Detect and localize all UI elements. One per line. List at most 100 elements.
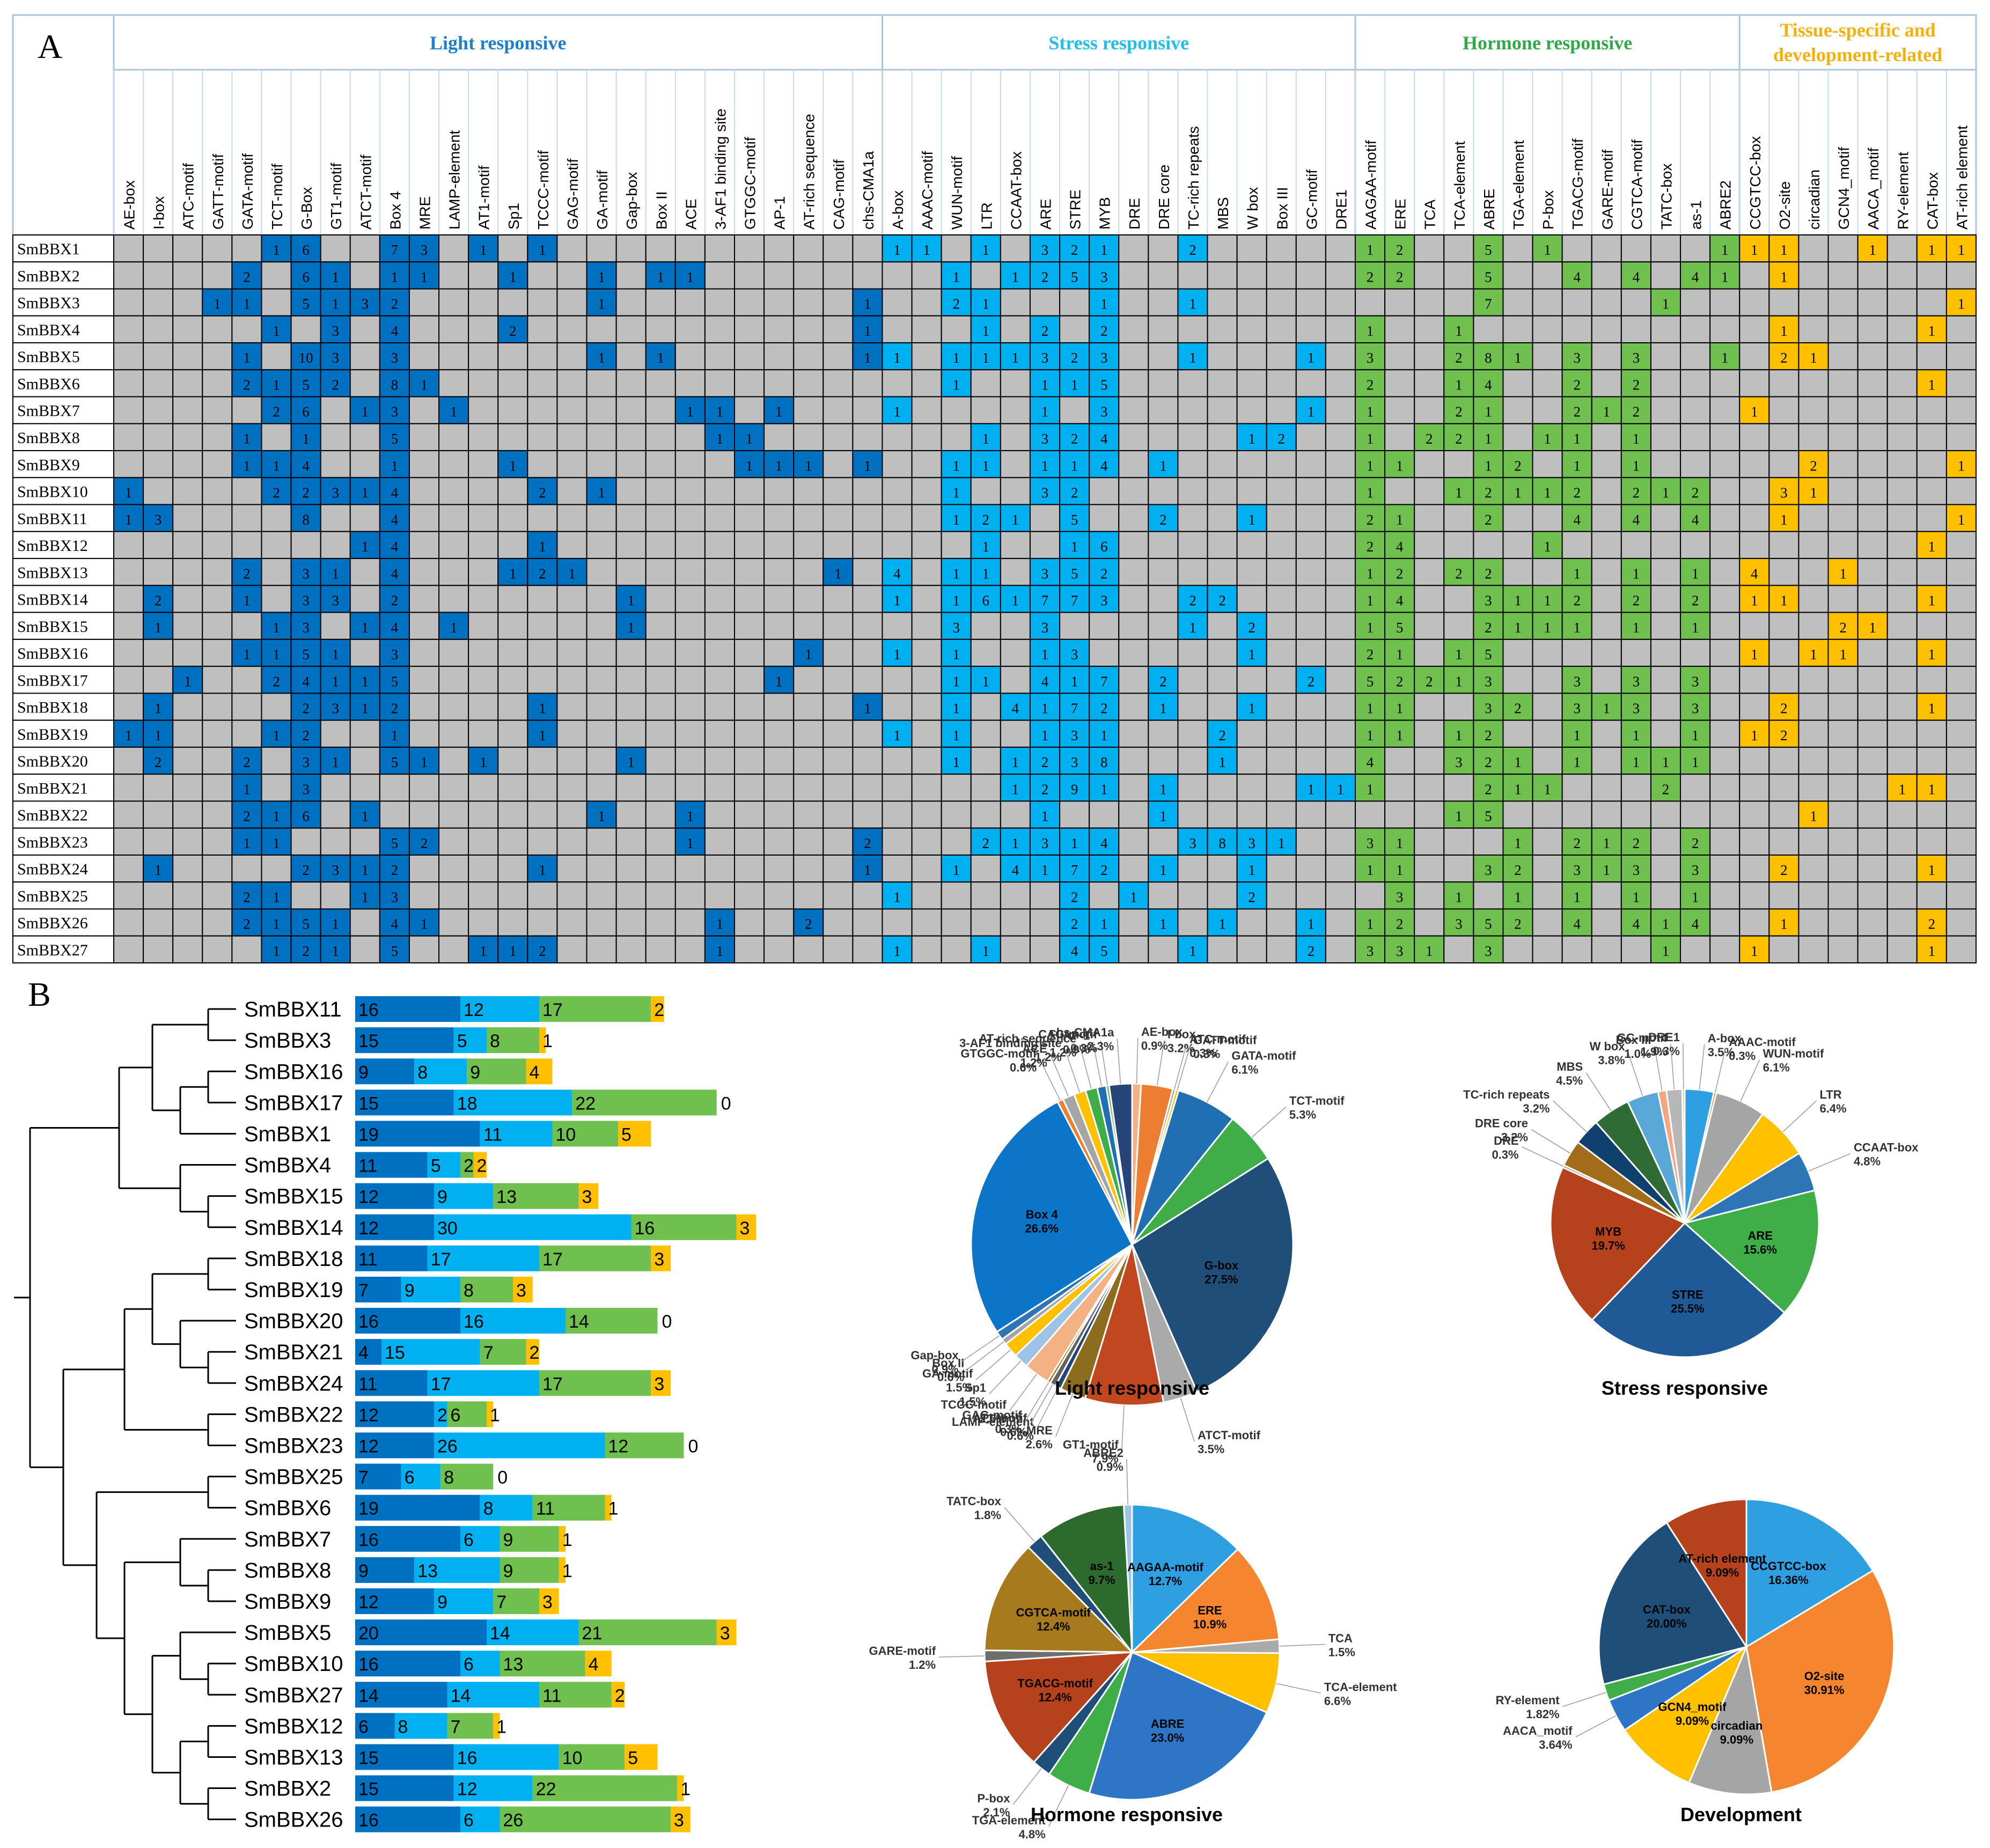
- heatmap-cell: [113, 315, 144, 344]
- heatmap-value: 2: [1633, 835, 1640, 851]
- heatmap-value: 2: [391, 593, 399, 609]
- heatmap-cell: [290, 531, 321, 559]
- heatmap-cell: [1414, 638, 1445, 667]
- heatmap-cell: [763, 719, 795, 748]
- heatmap-cell: [1473, 854, 1504, 883]
- heatmap-cell: [1857, 504, 1888, 532]
- stacked-bar-segment: [559, 1557, 566, 1583]
- heatmap-cell: [1680, 396, 1711, 424]
- heatmap-cell: [1177, 666, 1208, 694]
- heatmap-cell: [1650, 612, 1681, 640]
- stacked-bar-value: 9: [437, 1187, 447, 1208]
- heatmap-cell: [1857, 450, 1888, 478]
- heatmap-cell: [1945, 396, 1977, 424]
- heatmap-cell: [763, 288, 795, 316]
- heatmap-cell: [763, 666, 795, 694]
- heatmap-cell: [1827, 450, 1859, 478]
- heatmap-cell: [231, 396, 262, 424]
- heatmap-cell: [1768, 558, 1800, 586]
- heatmap-cell: [1473, 315, 1504, 344]
- heatmap-cell: [1945, 477, 1977, 505]
- stacked-bar-value: 11: [358, 1156, 377, 1176]
- heatmap-cell: [823, 746, 854, 775]
- heatmap-cell: [1650, 234, 1681, 263]
- heatmap-cell: [1207, 396, 1238, 424]
- pie-leader-line: [1092, 1041, 1102, 1087]
- heatmap-cell: [349, 558, 380, 586]
- heatmap-value: 1: [539, 727, 546, 743]
- heatmap-cell: [1739, 585, 1770, 613]
- stacked-bar-segment: [453, 1027, 487, 1054]
- heatmap-cell: [172, 638, 203, 667]
- heatmap-cell: [704, 638, 736, 667]
- heatmap-cell: [113, 585, 144, 613]
- heatmap-cell: [556, 854, 588, 883]
- stacked-bar-segment: [355, 1494, 480, 1521]
- heatmap-value: 2: [1071, 889, 1078, 905]
- heatmap-cell: [556, 234, 588, 263]
- heatmap-value: 1: [1396, 727, 1404, 743]
- heatmap-cell: [734, 558, 765, 586]
- heatmap-cell: [290, 854, 321, 883]
- heatmap-cell: [349, 396, 380, 424]
- gene-row-label: SmBBX19: [17, 726, 88, 743]
- stacked-bar-segment: [631, 1214, 737, 1240]
- gene-row-label-cell: [12, 288, 114, 316]
- stacked-bar-value: 26: [503, 1810, 524, 1831]
- pie-slice-label: AT1-motif: [973, 1411, 1027, 1425]
- heatmap-cell: [1798, 531, 1829, 559]
- tree-leaf-label: SmBBX5: [244, 1621, 331, 1645]
- heatmap-cell: [1561, 531, 1592, 559]
- heatmap-cell: [1798, 881, 1829, 910]
- heatmap-cell: [1295, 827, 1326, 856]
- pie-leader-line: [1009, 1374, 1037, 1411]
- heatmap-cell: [379, 504, 410, 532]
- heatmap-cell: [1148, 746, 1179, 775]
- heatmap-cell: [1945, 423, 1977, 452]
- stacked-bar-value: 6: [464, 1654, 474, 1675]
- pie-slice-value: 0.6%: [1000, 1425, 1027, 1439]
- stacked-bar-segment: [539, 1588, 559, 1614]
- motif-column-header: AAAC-motif: [919, 151, 936, 230]
- heatmap-cell: [497, 288, 528, 316]
- heatmap-cell: [1089, 504, 1120, 532]
- heatmap-cell: [1236, 558, 1267, 586]
- pie-slice-value: 0.3%: [1729, 1049, 1756, 1063]
- stacked-bar-segment: [539, 1027, 546, 1054]
- heatmap-value: 1: [273, 943, 280, 959]
- heatmap-cell: [704, 881, 736, 910]
- heatmap-cell: [527, 315, 558, 344]
- heatmap-value: 2: [1071, 242, 1078, 258]
- heatmap-cell: [1295, 638, 1326, 667]
- heatmap-cell: [1502, 477, 1533, 505]
- heatmap-cell: [408, 396, 440, 424]
- stacked-bar-value: 10: [562, 1748, 583, 1768]
- gene-row-label-cell: [12, 504, 114, 532]
- stacked-bar-segment: [526, 1339, 539, 1365]
- heatmap-cell: [408, 234, 440, 263]
- motif-column-header: DRE core: [1156, 165, 1172, 230]
- heatmap-cell: [615, 935, 647, 963]
- stacked-bar-value: 12: [608, 1436, 629, 1456]
- heatmap-cell: [556, 693, 588, 721]
- heatmap-cell: [1561, 504, 1592, 532]
- heatmap-cell: [1295, 369, 1326, 397]
- heatmap-value: 3: [332, 701, 339, 717]
- heatmap-cell: [1414, 342, 1445, 371]
- pie-slice-value: 3.2%: [1523, 1102, 1550, 1115]
- heatmap-value: 1: [273, 727, 280, 743]
- heatmap-cell: [704, 612, 736, 640]
- heatmap-cell: [674, 450, 706, 478]
- heatmap-value: 1: [1041, 458, 1049, 474]
- heatmap-value: 3: [1485, 701, 1492, 717]
- heatmap-cell: [734, 477, 765, 505]
- heatmap-cell: [349, 908, 380, 937]
- heatmap-cell: [852, 261, 883, 290]
- heatmap-value: 1: [982, 673, 990, 689]
- stacked-bar-segment: [434, 1588, 494, 1614]
- pie-leader-line: [1279, 1644, 1325, 1647]
- heatmap-cell: [1355, 423, 1386, 452]
- heatmap-cell: [1680, 585, 1711, 613]
- gene-row-label: SmBBX16: [17, 645, 88, 662]
- heatmap-cell: [1029, 315, 1061, 344]
